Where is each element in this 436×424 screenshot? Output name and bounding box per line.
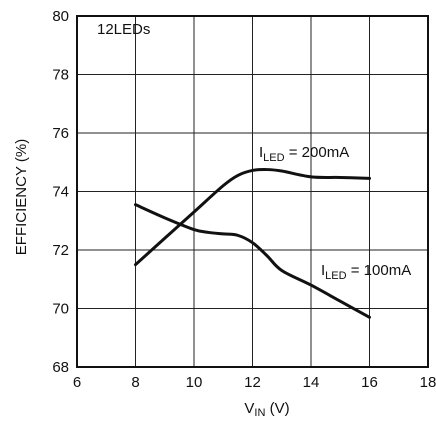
x-tick-label: 16 bbox=[361, 374, 378, 391]
y-tick-label: 78 bbox=[52, 67, 69, 84]
x-axis-title-unit: (V) bbox=[265, 400, 289, 417]
series-200ma-label-prefix: I bbox=[259, 144, 263, 161]
x-tick-labels: 6 8 10 12 14 16 18 bbox=[73, 374, 436, 391]
x-tick-label: 6 bbox=[73, 374, 81, 391]
series-100ma-label-prefix: I bbox=[321, 262, 325, 279]
condition-label: 12LEDs bbox=[97, 21, 150, 38]
y-tick-label: 80 bbox=[52, 8, 69, 25]
y-tick-label: 70 bbox=[52, 301, 69, 318]
y-axis-title: EFFICIENCY (%) bbox=[13, 139, 30, 255]
x-tick-label: 10 bbox=[186, 374, 203, 391]
x-tick-label: 18 bbox=[420, 374, 436, 391]
y-tick-label: 72 bbox=[52, 242, 69, 259]
series-200ma-label-sub: LED bbox=[263, 152, 284, 164]
series-group bbox=[134, 168, 371, 319]
series-100ma-label: ILED = 100mA bbox=[321, 262, 411, 282]
series-line-ILED_200mA bbox=[134, 168, 371, 267]
series-100ma-label-sub: LED bbox=[325, 270, 346, 282]
series-line-ILED_100mA bbox=[134, 203, 371, 319]
grid bbox=[77, 16, 428, 367]
series-200ma-label-value: = 200mA bbox=[285, 144, 350, 161]
plot-frame bbox=[76, 15, 429, 368]
series-100ma-label-value: = 100mA bbox=[347, 262, 412, 279]
x-tick-label: 14 bbox=[303, 374, 320, 391]
x-axis-title-sub: IN bbox=[254, 407, 265, 419]
y-tick-label: 68 bbox=[52, 359, 69, 376]
x-tick-label: 8 bbox=[131, 374, 139, 391]
series-200ma-label: ILED = 200mA bbox=[259, 144, 349, 164]
y-tick-labels: 68 70 72 74 76 78 80 bbox=[52, 8, 69, 376]
x-axis-title: VIN (V) bbox=[244, 400, 289, 419]
y-tick-label: 76 bbox=[52, 125, 69, 142]
y-tick-label: 74 bbox=[52, 184, 69, 201]
x-axis-title-main: V bbox=[244, 400, 254, 417]
x-tick-label: 12 bbox=[244, 374, 261, 391]
